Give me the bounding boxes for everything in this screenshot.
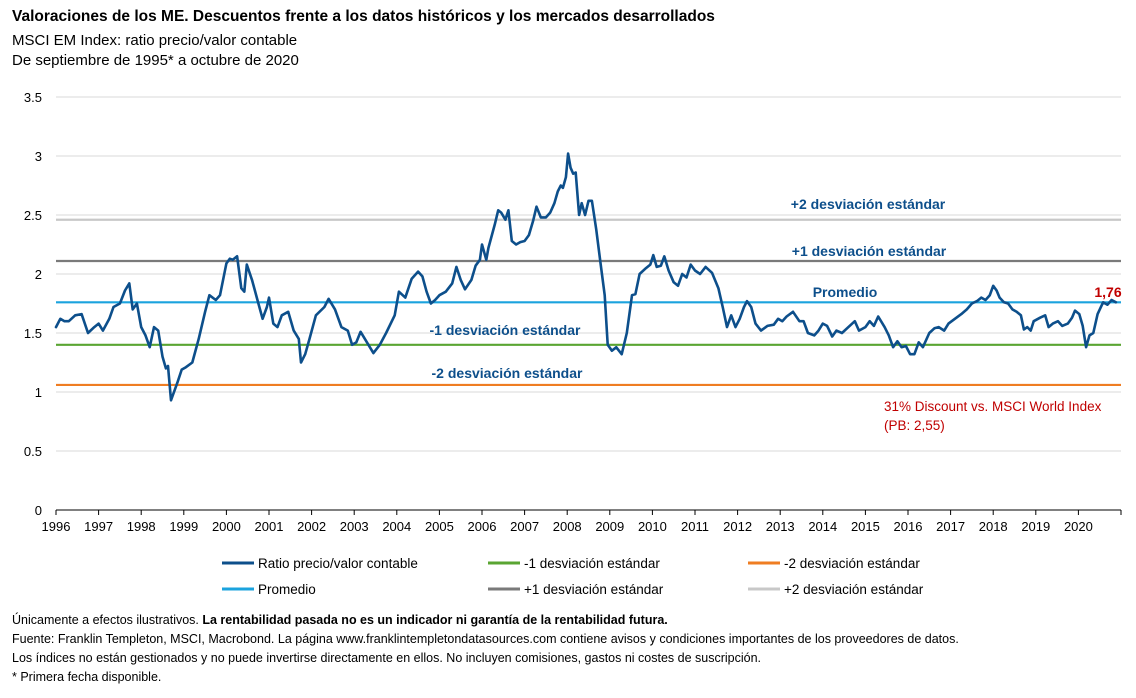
x-tick-label: 2012 — [723, 519, 752, 534]
legend-label: Ratio precio/valor contable — [258, 556, 418, 571]
y-tick-label: 3.5 — [24, 90, 42, 105]
x-tick-label: 2002 — [297, 519, 326, 534]
x-tick-label: 2011 — [681, 519, 709, 534]
x-tick-label: 2017 — [936, 519, 965, 534]
x-tick-label: 2014 — [808, 519, 837, 534]
legend-label: +1 desviación estándar — [524, 582, 664, 597]
footer-disclaimer: Únicamente a efectos ilustrativos. La re… — [12, 613, 668, 627]
annotation-plus2: +2 desviación estándar — [791, 196, 946, 212]
annotation-discount-pb: (PB: 2,55) — [884, 418, 945, 433]
pb-ratio-series-line — [54, 152, 1118, 402]
annotation-discount: 31% Discount vs. MSCI World Index — [884, 399, 1102, 414]
x-tick-label: 2006 — [468, 519, 497, 534]
x-tick-label: 2005 — [425, 519, 454, 534]
y-tick-label: 1.5 — [24, 326, 42, 341]
chart-subtitle: MSCI EM Index: ratio precio/valor contab… — [12, 32, 298, 49]
x-tick-label: 2015 — [851, 519, 880, 534]
chart-date-range: De septiembre de 1995* a octubre de 2020 — [12, 52, 299, 69]
x-tick-label: 1998 — [127, 519, 156, 534]
y-tick-label: 2.5 — [24, 208, 42, 223]
y-tick-label: 3 — [35, 149, 42, 164]
x-tick-label: 2007 — [510, 519, 539, 534]
annotation-plus1: +1 desviación estándar — [792, 243, 947, 259]
legend-label: -1 desviación estándar — [524, 556, 660, 571]
x-tick-label: 2019 — [1021, 519, 1050, 534]
footer-disclaimer-bold: La rentabilidad pasada no es un indicado… — [202, 613, 668, 627]
legend-label: Promedio — [258, 582, 316, 597]
annotation-mean: Promedio — [813, 284, 878, 300]
y-tick-label: 1 — [35, 385, 42, 400]
x-tick-label: 2004 — [382, 519, 411, 534]
legend-label: +2 desviación estándar — [784, 582, 924, 597]
x-tick-label: 2016 — [894, 519, 923, 534]
annotation-minus2: -2 desviación estándar — [432, 365, 584, 381]
legend-label: -2 desviación estándar — [784, 556, 920, 571]
x-tick-label: 2013 — [766, 519, 795, 534]
x-tick-label: 2020 — [1064, 519, 1093, 534]
chart-title: Valoraciones de los ME. Descuentos frent… — [12, 8, 715, 25]
y-tick-label: 0 — [35, 503, 42, 518]
footer-index-note: Los índices no están gestionados y no pu… — [12, 651, 762, 665]
footer-first-date-note: * Primera fecha disponible. — [12, 670, 162, 684]
annotation-last-value: 1,76 — [1094, 284, 1121, 300]
x-tick-label: 2010 — [638, 519, 667, 534]
footer-source: Fuente: Franklin Templeton, MSCI, Macrob… — [12, 632, 959, 646]
footer-disclaimer-normal: Únicamente a efectos ilustrativos. — [12, 613, 203, 627]
x-tick-label: 1996 — [42, 519, 71, 534]
x-tick-label: 2008 — [553, 519, 582, 534]
x-tick-label: 2001 — [255, 519, 284, 534]
x-tick-label: 1997 — [84, 519, 113, 534]
x-tick-label: 2018 — [979, 519, 1008, 534]
x-tick-label: 2009 — [595, 519, 624, 534]
y-tick-label: 2 — [35, 267, 42, 282]
x-tick-label: 1999 — [169, 519, 198, 534]
x-tick-label: 2003 — [340, 519, 369, 534]
pb-ratio-chart: 0 0.5 1 1.5 2 2.5 3 3.5 1996 1997 1998 1999 2000 2001… — [24, 90, 1122, 597]
annotation-minus1: -1 desviación estándar — [430, 322, 582, 338]
x-tick-label: 2000 — [212, 519, 241, 534]
y-tick-label: 0.5 — [24, 444, 42, 459]
